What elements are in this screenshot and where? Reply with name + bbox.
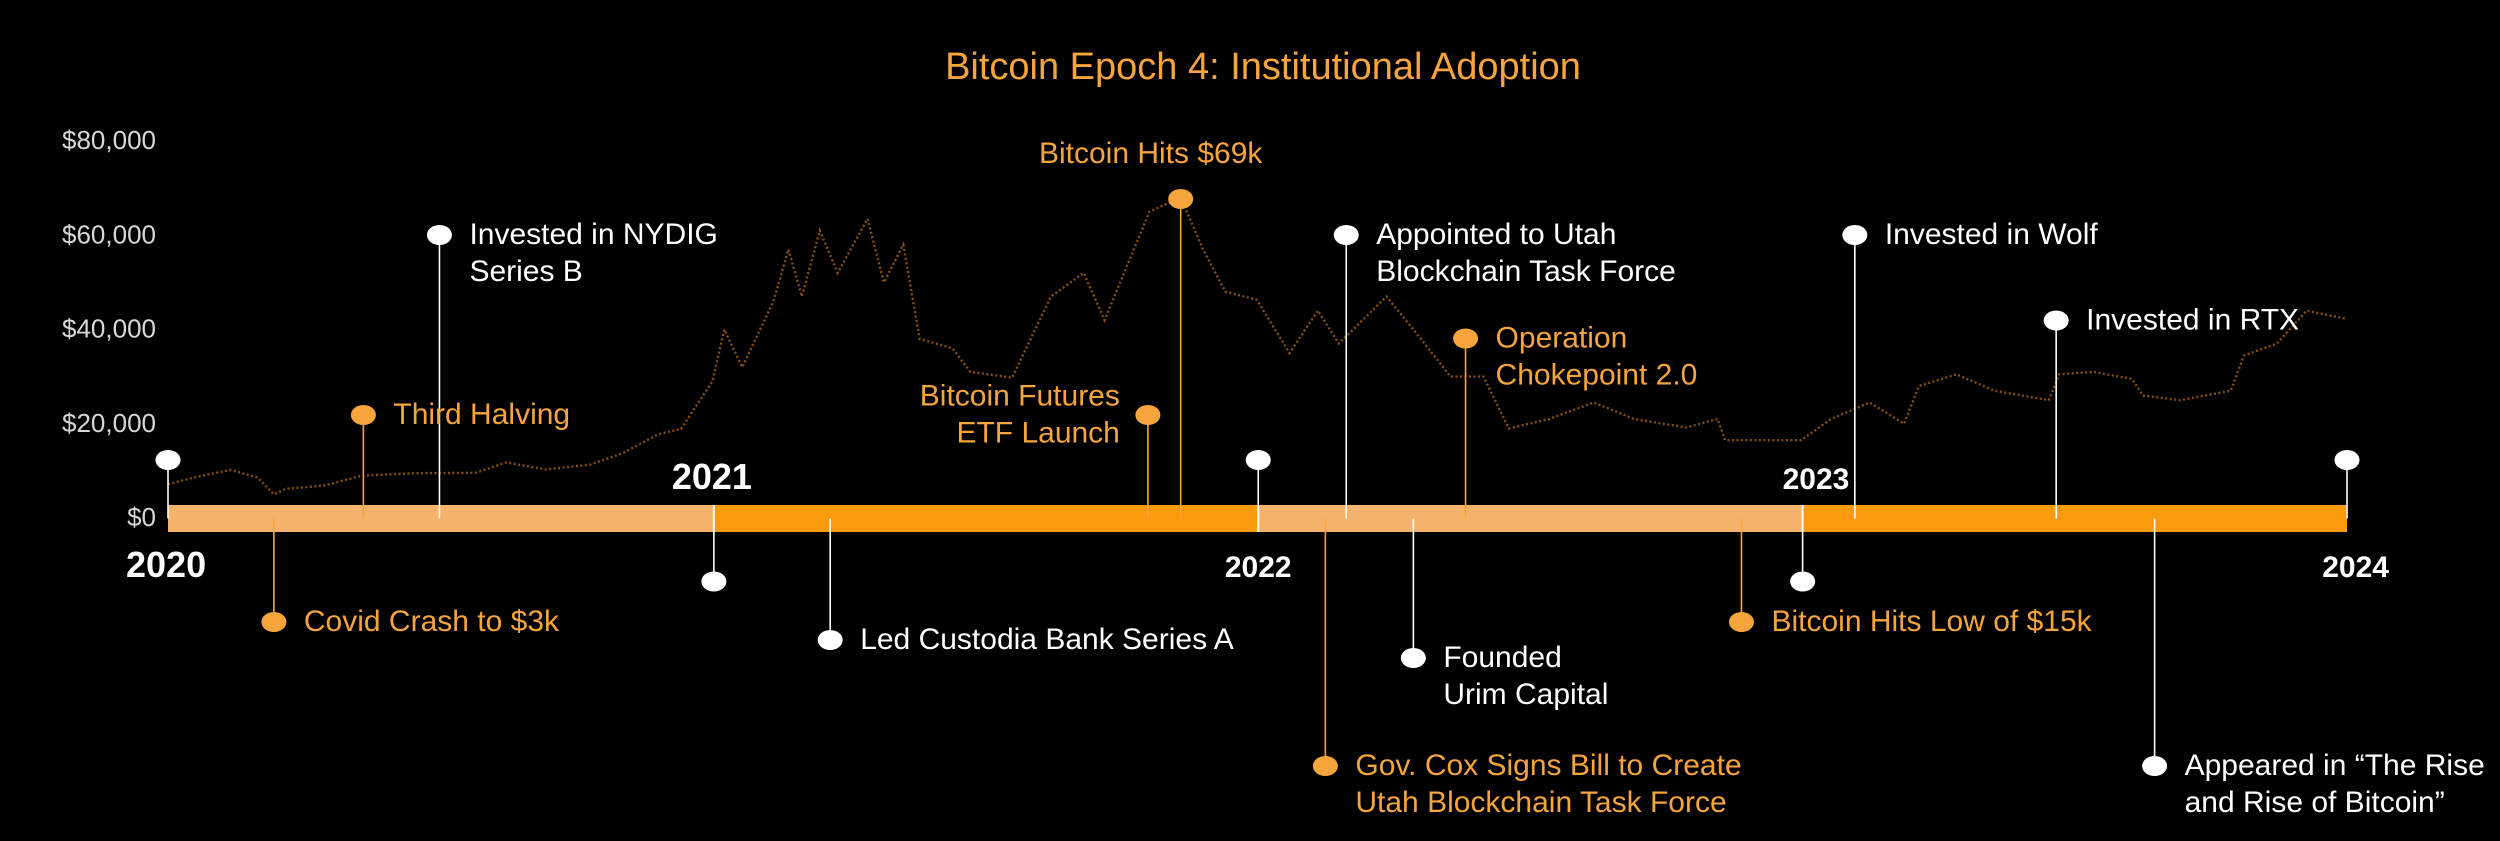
year-end-marker bbox=[1790, 571, 1816, 592]
event-third-halving-marker bbox=[350, 405, 376, 425]
event-btc-69k-marker bbox=[1168, 189, 1194, 209]
year-label: 2020 bbox=[126, 544, 206, 585]
event-label-utah-task-force-appointed: Blockchain Task Force bbox=[1376, 255, 1676, 288]
year-label: 2022 bbox=[1225, 551, 1292, 584]
event-label-futures-etf: Bitcoin Futures bbox=[920, 380, 1120, 413]
event-chokepoint-marker bbox=[1453, 328, 1479, 349]
year-end-marker bbox=[155, 450, 181, 470]
year-end-marker bbox=[701, 571, 727, 592]
event-btc-low-15k-marker bbox=[1728, 612, 1754, 632]
year-end-marker bbox=[1245, 450, 1271, 470]
event-label-utah-task-force-appointed: Appointed to Utah bbox=[1376, 218, 1616, 251]
event-nydig-series-b-marker bbox=[426, 225, 452, 245]
event-label-cox-signs-bill: Utah Blockchain Task Force bbox=[1355, 786, 1726, 819]
event-label-btc-69k: Bitcoin Hits $69k bbox=[1039, 137, 1263, 170]
timeline-era-segment bbox=[1258, 505, 1803, 532]
event-invested-wolf-marker bbox=[1842, 225, 1868, 245]
timeline-era-segment bbox=[168, 505, 714, 532]
event-futures-etf-marker bbox=[1135, 405, 1161, 425]
event-label-custodia-series-a: Led Custodia Bank Series A bbox=[860, 623, 1234, 656]
y-tick-label: $60,000 bbox=[62, 219, 156, 249]
year-label: 2023 bbox=[1783, 463, 1850, 496]
event-label-chokepoint: Chokepoint 2.0 bbox=[1496, 359, 1698, 392]
event-label-chokepoint: Operation bbox=[1496, 322, 1628, 355]
event-urim-capital-marker bbox=[1400, 648, 1426, 668]
event-label-covid-crash: Covid Crash to $3k bbox=[304, 605, 560, 638]
event-label-urim-capital: Urim Capital bbox=[1443, 678, 1608, 711]
y-tick-label: $20,000 bbox=[62, 408, 156, 438]
y-tick-label: $0 bbox=[127, 502, 156, 532]
event-label-rise-and-rise: Appeared in “The Rise bbox=[2185, 749, 2485, 782]
event-label-rise-and-rise: and Rise of Bitcoin” bbox=[2185, 786, 2445, 819]
year-end-marker bbox=[2334, 450, 2360, 470]
event-label-nydig-series-b: Invested in NYDIG bbox=[469, 218, 717, 251]
year-label: 2021 bbox=[672, 456, 752, 497]
event-label-futures-etf: ETF Launch bbox=[956, 417, 1119, 450]
timeline-era-segment bbox=[713, 505, 1259, 532]
event-label-btc-low-15k: Bitcoin Hits Low of $15k bbox=[1771, 605, 2092, 638]
event-custodia-series-a-marker bbox=[817, 630, 843, 650]
event-covid-crash-marker bbox=[261, 612, 287, 632]
event-invested-rtx-marker bbox=[2043, 310, 2069, 331]
chart-title: Bitcoin Epoch 4: Institutional Adoption bbox=[945, 46, 1581, 88]
timeline-era-segment bbox=[1802, 505, 2347, 532]
event-rise-and-rise-marker bbox=[2142, 756, 2168, 776]
year-label: 2024 bbox=[2322, 551, 2389, 584]
event-label-third-halving: Third Halving bbox=[393, 398, 570, 431]
event-label-nydig-series-b: Series B bbox=[469, 255, 582, 288]
event-utah-task-force-appointed-marker bbox=[1333, 225, 1359, 245]
y-tick-label: $40,000 bbox=[62, 314, 156, 344]
event-label-invested-rtx: Invested in RTX bbox=[2086, 304, 2299, 337]
y-tick-label: $80,000 bbox=[62, 125, 156, 155]
event-label-urim-capital: Founded bbox=[1443, 641, 1561, 674]
event-label-invested-wolf: Invested in Wolf bbox=[1885, 218, 2099, 251]
event-label-cox-signs-bill: Gov. Cox Signs Bill to Create bbox=[1355, 749, 1741, 782]
event-cox-signs-bill-marker bbox=[1312, 756, 1338, 776]
